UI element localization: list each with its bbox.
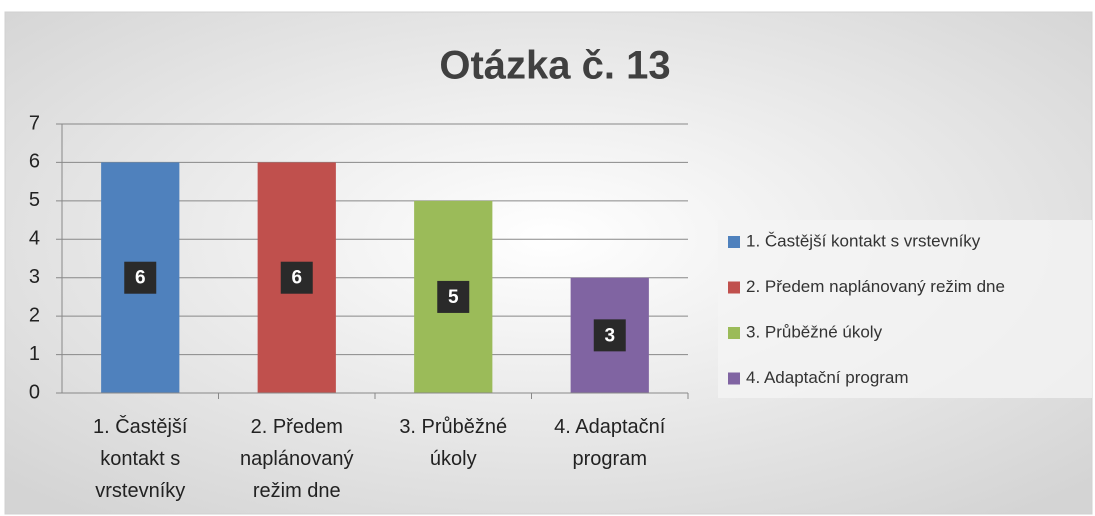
chart-title: Otázka č. 13 bbox=[439, 44, 670, 88]
value-label-box bbox=[437, 280, 470, 313]
value-label: 6 bbox=[135, 268, 146, 289]
legend-swatch bbox=[728, 281, 740, 294]
y-tick-label: 3 bbox=[29, 266, 40, 288]
y-tick-label: 5 bbox=[29, 189, 40, 211]
legend-swatch bbox=[728, 327, 740, 339]
y-tick-label: 0 bbox=[29, 381, 40, 403]
legend-label: 4. Adaptační program bbox=[746, 368, 909, 387]
y-tick-label: 6 bbox=[29, 151, 40, 173]
legend-label: 2. Předem naplánovaný režim dne bbox=[746, 277, 1005, 296]
x-tick-label: 2. Předem naplánovaný režim dne bbox=[240, 416, 353, 502]
legend-label: 3. Průběžné úkoly bbox=[746, 322, 883, 341]
value-label-box bbox=[280, 261, 313, 294]
value-label: 6 bbox=[291, 268, 302, 289]
x-tick-label: 4. Adaptační program bbox=[554, 416, 666, 470]
legend-box bbox=[718, 220, 1092, 398]
value-label: 5 bbox=[448, 287, 459, 308]
value-label-box bbox=[593, 319, 626, 352]
y-tick-label: 2 bbox=[29, 304, 40, 326]
value-label-box bbox=[124, 261, 157, 294]
x-tick-label: 3. Průběžné úkoly bbox=[399, 416, 507, 470]
y-tick-label: 1 bbox=[29, 343, 40, 365]
y-tick-label: 4 bbox=[29, 228, 40, 250]
legend-swatch bbox=[728, 236, 740, 248]
y-tick-label: 7 bbox=[29, 112, 40, 134]
legend-swatch bbox=[728, 372, 740, 385]
x-tick-label: 1. Častější kontakt s vrstevníky bbox=[93, 415, 188, 502]
value-label: 3 bbox=[604, 325, 615, 346]
legend-label: 1. Častější kontakt s vrstevníky bbox=[746, 231, 981, 250]
